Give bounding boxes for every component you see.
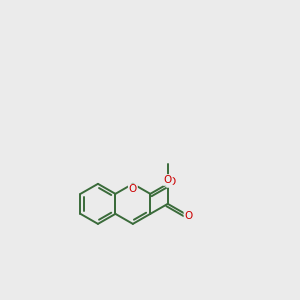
Text: O: O (164, 175, 172, 185)
Text: O: O (129, 184, 137, 194)
Text: O: O (184, 211, 193, 221)
Text: O: O (167, 177, 175, 187)
